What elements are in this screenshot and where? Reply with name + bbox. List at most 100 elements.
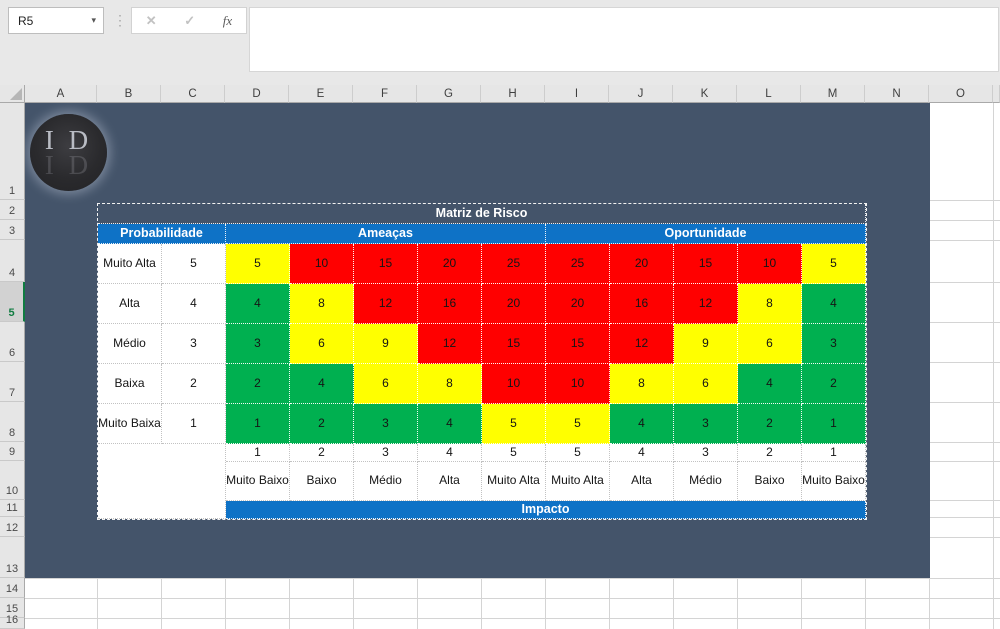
- insert-function-icon[interactable]: fx: [222, 12, 233, 28]
- matrix-cell-r1-c2[interactable]: 12: [354, 284, 418, 324]
- impact-label-5[interactable]: Muito Alta: [546, 462, 610, 501]
- row-header-6[interactable]: 6: [0, 322, 25, 362]
- impact-label-2[interactable]: Médio: [354, 462, 418, 501]
- row-header-10[interactable]: 10: [0, 461, 25, 500]
- matrix-cell-r2-c0[interactable]: 3: [226, 324, 290, 364]
- column-header-G[interactable]: G: [417, 85, 481, 103]
- matrix-cell-r4-c5[interactable]: 5: [546, 404, 610, 444]
- matrix-cell-r0-c9[interactable]: 5: [802, 244, 866, 284]
- matrix-cell-r4-c1[interactable]: 2: [290, 404, 354, 444]
- matrix-cell-r3-c6[interactable]: 8: [610, 364, 674, 404]
- matrix-cell-r4-c4[interactable]: 5: [482, 404, 546, 444]
- matrix-cell-r1-c7[interactable]: 12: [674, 284, 738, 324]
- matrix-cell-r1-c1[interactable]: 8: [290, 284, 354, 324]
- column-header-B[interactable]: B: [97, 85, 161, 103]
- matrix-cell-r4-c3[interactable]: 4: [418, 404, 482, 444]
- matrix-cell-r3-c4[interactable]: 10: [482, 364, 546, 404]
- matrix-cell-r0-c3[interactable]: 20: [418, 244, 482, 284]
- row-header-13[interactable]: 13: [0, 537, 25, 578]
- matrix-cell-r2-c3[interactable]: 12: [418, 324, 482, 364]
- matrix-cell-r3-c1[interactable]: 4: [290, 364, 354, 404]
- matrix-cell-r1-c8[interactable]: 8: [738, 284, 802, 324]
- impact-label-3[interactable]: Alta: [418, 462, 482, 501]
- impact-number-3[interactable]: 4: [418, 444, 482, 462]
- matrix-cell-r2-c8[interactable]: 6: [738, 324, 802, 364]
- impact-number-4[interactable]: 5: [482, 444, 546, 462]
- sheet-grid[interactable]: I D I D Matriz de Risco Probabilidade Amea…: [25, 103, 1000, 629]
- impact-label-0[interactable]: Muito Baixo: [226, 462, 290, 501]
- matrix-cell-r1-c4[interactable]: 20: [482, 284, 546, 324]
- matrix-cell-r1-c5[interactable]: 20: [546, 284, 610, 324]
- impact-label-9[interactable]: Muito Baixo: [802, 462, 866, 501]
- matrix-cell-r3-c0[interactable]: 2: [226, 364, 290, 404]
- cancel-icon[interactable]: ✕: [145, 12, 157, 28]
- matrix-cell-r3-c8[interactable]: 4: [738, 364, 802, 404]
- column-header-O[interactable]: O: [929, 85, 993, 103]
- impact-number-2[interactable]: 3: [354, 444, 418, 462]
- matrix-row-level-1[interactable]: 4: [162, 284, 226, 324]
- column-header-H[interactable]: H: [481, 85, 545, 103]
- matrix-cell-r4-c0[interactable]: 1: [226, 404, 290, 444]
- matrix-row-label-0[interactable]: Muito Alta: [98, 244, 162, 284]
- matrix-cell-r2-c9[interactable]: 3: [802, 324, 866, 364]
- column-header-E[interactable]: E: [289, 85, 353, 103]
- column-header-D[interactable]: D: [225, 85, 289, 103]
- row-header-8[interactable]: 8: [0, 402, 25, 442]
- row-header-11[interactable]: 11: [0, 500, 25, 517]
- matrix-row-label-3[interactable]: Baixa: [98, 364, 162, 404]
- chevron-down-icon[interactable]: ▾: [91, 15, 96, 25]
- row-header-4[interactable]: 4: [0, 240, 25, 282]
- matrix-cell-r2-c2[interactable]: 9: [354, 324, 418, 364]
- row-header-14[interactable]: 14: [0, 578, 25, 598]
- impact-number-9[interactable]: 1: [802, 444, 866, 462]
- impact-label-4[interactable]: Muito Alta: [482, 462, 546, 501]
- matrix-cell-r0-c0[interactable]: 5: [226, 244, 290, 284]
- row-header-15[interactable]: 15: [0, 598, 25, 618]
- matrix-cell-r3-c5[interactable]: 10: [546, 364, 610, 404]
- matrix-row-label-1[interactable]: Alta: [98, 284, 162, 324]
- row-header-12[interactable]: 12: [0, 517, 25, 537]
- matrix-cell-r0-c2[interactable]: 15: [354, 244, 418, 284]
- column-header-I[interactable]: I: [545, 85, 609, 103]
- matrix-cell-r2-c7[interactable]: 9: [674, 324, 738, 364]
- impact-number-1[interactable]: 2: [290, 444, 354, 462]
- column-header-F[interactable]: F: [353, 85, 417, 103]
- matrix-cell-r3-c3[interactable]: 8: [418, 364, 482, 404]
- matrix-cell-r3-c9[interactable]: 2: [802, 364, 866, 404]
- matrix-row-level-3[interactable]: 2: [162, 364, 226, 404]
- matrix-cell-r0-c4[interactable]: 25: [482, 244, 546, 284]
- column-header-K[interactable]: K: [673, 85, 737, 103]
- row-header-3[interactable]: 3: [0, 220, 25, 240]
- impact-number-8[interactable]: 2: [738, 444, 802, 462]
- matrix-cell-r4-c8[interactable]: 2: [738, 404, 802, 444]
- select-all-corner[interactable]: [0, 85, 25, 103]
- row-header-1[interactable]: 1: [0, 103, 25, 200]
- name-box[interactable]: R5 ▾: [8, 7, 104, 34]
- matrix-cell-r0-c6[interactable]: 20: [610, 244, 674, 284]
- row-header-7[interactable]: 7: [0, 362, 25, 402]
- matrix-row-label-4[interactable]: Muito Baixa: [98, 404, 162, 444]
- impact-number-6[interactable]: 4: [610, 444, 674, 462]
- row-header-2[interactable]: 2: [0, 200, 25, 220]
- matrix-row-level-0[interactable]: 5: [162, 244, 226, 284]
- matrix-cell-r2-c1[interactable]: 6: [290, 324, 354, 364]
- impact-label-8[interactable]: Baixo: [738, 462, 802, 501]
- matrix-row-level-2[interactable]: 3: [162, 324, 226, 364]
- impact-number-7[interactable]: 3: [674, 444, 738, 462]
- matrix-cell-r4-c6[interactable]: 4: [610, 404, 674, 444]
- matrix-row-label-2[interactable]: Médio: [98, 324, 162, 364]
- matrix-row-level-4[interactable]: 1: [162, 404, 226, 444]
- matrix-cell-r1-c3[interactable]: 16: [418, 284, 482, 324]
- matrix-cell-r2-c5[interactable]: 15: [546, 324, 610, 364]
- column-header-M[interactable]: M: [801, 85, 865, 103]
- formula-bar-input[interactable]: [249, 7, 999, 72]
- matrix-cell-r3-c7[interactable]: 6: [674, 364, 738, 404]
- row-header-16[interactable]: 16: [0, 614, 25, 629]
- matrix-cell-r1-c0[interactable]: 4: [226, 284, 290, 324]
- row-header-9[interactable]: 9: [0, 442, 25, 461]
- impact-label-6[interactable]: Alta: [610, 462, 674, 501]
- column-header-J[interactable]: J: [609, 85, 673, 103]
- matrix-blank-cell[interactable]: [98, 444, 226, 519]
- impact-label-1[interactable]: Baixo: [290, 462, 354, 501]
- matrix-cell-r0-c5[interactable]: 25: [546, 244, 610, 284]
